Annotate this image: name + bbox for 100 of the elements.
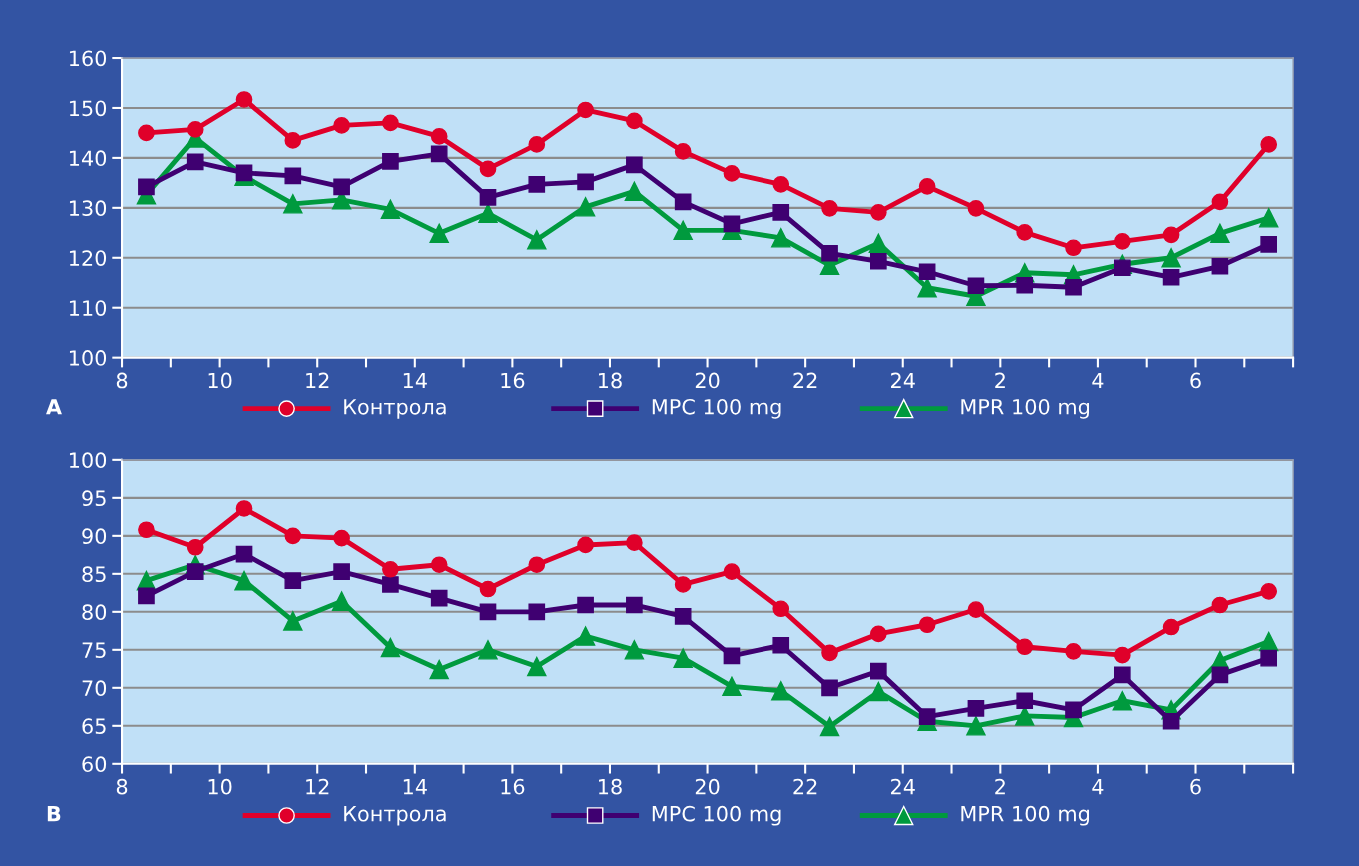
y-tick-label: 65	[82, 718, 106, 735]
x-tick-label: 2	[995, 372, 1005, 389]
point	[235, 91, 253, 108]
point	[577, 596, 594, 614]
point	[527, 656, 547, 677]
x-tick-label: 6	[1190, 372, 1201, 389]
point	[1162, 226, 1180, 244]
point	[430, 589, 448, 607]
point	[870, 662, 887, 680]
point	[772, 176, 790, 193]
y-tick-label: 100	[69, 350, 107, 366]
y-tick-label: 140	[69, 150, 107, 167]
point	[1065, 278, 1082, 296]
point	[1065, 239, 1082, 257]
x-tick-label: 4	[1092, 372, 1104, 389]
x-tick-label: 10	[208, 372, 232, 389]
point	[723, 647, 741, 665]
y-tick-label: 70	[82, 680, 107, 697]
x-tick-label: 22	[793, 778, 817, 795]
point	[772, 204, 790, 221]
point	[674, 193, 692, 211]
point	[626, 534, 643, 552]
point	[1260, 136, 1278, 153]
point	[626, 112, 643, 130]
point	[771, 228, 791, 248]
point	[918, 263, 936, 281]
point	[821, 644, 838, 662]
x-tick-label: 14	[403, 372, 427, 389]
point	[821, 200, 838, 217]
point	[138, 521, 155, 539]
point	[1065, 643, 1082, 660]
point	[1113, 259, 1131, 277]
point	[1211, 666, 1229, 684]
x-tick-label: 20	[695, 778, 720, 795]
y-tick-label: 75	[82, 642, 106, 659]
point	[380, 199, 401, 220]
point	[771, 681, 791, 701]
x-tick-label: 16	[501, 372, 525, 389]
point	[918, 178, 936, 195]
point	[528, 136, 546, 153]
x-tick-label: 8	[116, 778, 128, 795]
y-tick-label: 85	[82, 566, 106, 583]
point	[1210, 223, 1230, 244]
y-tick-label: 60	[82, 756, 107, 773]
point	[333, 563, 350, 580]
point	[1014, 706, 1035, 726]
point	[186, 153, 204, 171]
text: B	[47, 806, 61, 822]
point	[382, 576, 399, 593]
point	[723, 165, 741, 182]
point	[819, 716, 840, 737]
point	[966, 716, 986, 736]
point	[917, 278, 937, 298]
point	[918, 616, 936, 634]
point	[674, 608, 692, 625]
point	[1016, 223, 1034, 241]
point	[382, 114, 399, 132]
point	[1211, 193, 1229, 211]
point	[186, 538, 204, 556]
point	[283, 194, 303, 214]
y-tick-label: 110	[69, 300, 107, 316]
point	[1162, 712, 1180, 730]
y-tick-label: 90	[82, 528, 107, 545]
point	[624, 181, 645, 202]
y-tick-label: 130	[69, 200, 107, 217]
point	[479, 580, 497, 598]
point	[624, 640, 645, 660]
point	[284, 527, 302, 545]
point	[967, 200, 985, 217]
point	[380, 637, 401, 658]
point	[577, 173, 594, 191]
point	[1112, 691, 1133, 711]
point	[479, 189, 497, 206]
legend-label: Контрола	[344, 399, 446, 419]
x-tick-label: 6	[1190, 778, 1201, 795]
point	[283, 611, 303, 631]
point	[1211, 257, 1229, 275]
point	[1016, 276, 1034, 294]
legend-label: Контрола	[344, 806, 446, 826]
point	[235, 164, 253, 182]
x-tick-label: 24	[891, 372, 915, 389]
point	[1260, 649, 1278, 667]
point	[1260, 582, 1278, 600]
point	[235, 545, 253, 563]
legend-label: MPC 100 mg	[652, 398, 781, 419]
point	[967, 601, 985, 618]
x-tick-label: 4	[1092, 779, 1104, 795]
legend-label: MPR 100 mg	[961, 398, 1089, 419]
point	[138, 178, 155, 196]
point	[1162, 268, 1180, 286]
point	[186, 563, 204, 580]
point	[1162, 618, 1180, 636]
point	[382, 153, 399, 170]
x-tick-label: 18	[599, 372, 622, 389]
point	[673, 220, 693, 241]
point	[333, 117, 350, 134]
point	[723, 563, 741, 580]
x-tick-label: 16	[501, 778, 525, 795]
text: A	[46, 399, 62, 415]
point	[772, 600, 790, 618]
